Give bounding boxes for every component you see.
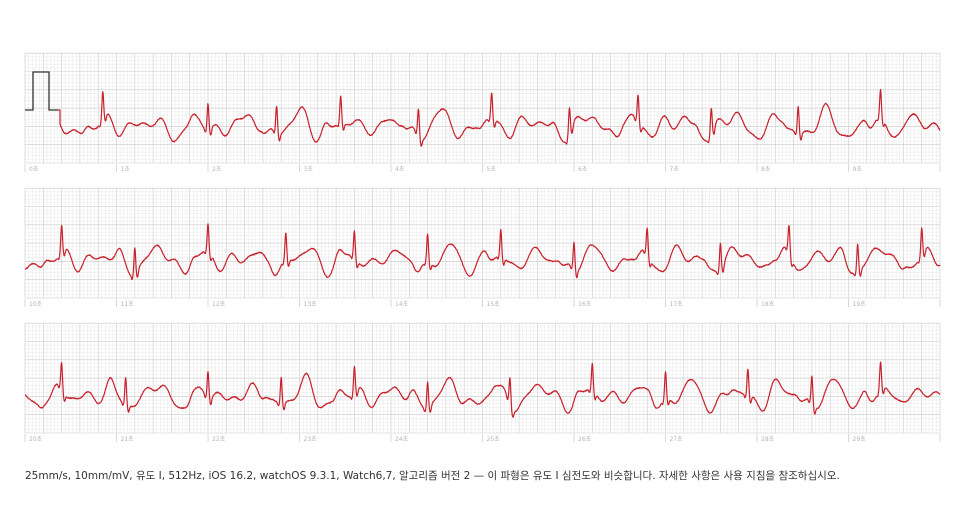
tick-label: 22초	[212, 436, 226, 443]
tick-label: 7초	[670, 166, 680, 173]
tick-label: 24초	[395, 436, 409, 443]
tick-label: 1초	[121, 166, 131, 173]
tick-label: 25초	[487, 436, 501, 443]
ecg-trace	[24, 361, 941, 418]
time-axis: 10초 11초 12초 13초 14초 15초 16초 17초 18초 19초	[24, 299, 941, 308]
calibration-pulse	[25, 71, 58, 111]
tick-label: 28초	[761, 436, 775, 443]
ecg-strip-3: 20초 21초 22초 23초 24초 25초 26초 27초 28초 29초	[24, 322, 941, 443]
tick-label: 8초	[761, 166, 771, 173]
ecg-strip-1: 0초 1초 2초 3초 4초 5초 6초 7초 8초 9초	[24, 52, 941, 173]
tick-label: 12초	[212, 301, 226, 308]
tick-label: 4초	[395, 166, 405, 173]
tick-label: 9초	[853, 166, 863, 173]
tick-label: 20초	[29, 436, 43, 443]
ecg-grid	[24, 322, 941, 434]
tick-label: 29초	[853, 436, 867, 443]
ecg-grid	[24, 187, 941, 299]
footer-note: 25mm/s, 10mm/mV, 유도 I, 512Hz, iOS 16.2, …	[25, 470, 840, 482]
tick-label: 2초	[212, 166, 222, 173]
tick-label: 26초	[578, 436, 592, 443]
ecg-trace	[58, 88, 941, 147]
tick-label: 18초	[761, 301, 775, 308]
time-axis: 0초 1초 2초 3초 4초 5초 6초 7초 8초 9초	[24, 164, 941, 173]
tick-label: 27초	[670, 436, 684, 443]
ecg-strip-2: 10초 11초 12초 13초 14초 15초 16초 17초 18초 19초	[24, 187, 941, 308]
tick-label: 19초	[853, 301, 867, 308]
tick-label: 21초	[121, 436, 135, 443]
tick-label: 14초	[395, 301, 409, 308]
tick-label: 3초	[304, 166, 314, 173]
time-axis: 20초 21초 22초 23초 24초 25초 26초 27초 28초 29초	[24, 434, 941, 443]
tick-label: 13초	[304, 301, 318, 308]
tick-label: 15초	[487, 301, 501, 308]
tick-label: 16초	[578, 301, 592, 308]
ecg-trace	[24, 223, 941, 281]
tick-label: 5초	[487, 166, 497, 173]
tick-label: 0초	[29, 166, 39, 173]
ecg-grid	[24, 52, 941, 164]
tick-label: 11초	[121, 301, 135, 308]
tick-label: 17초	[670, 301, 684, 308]
tick-label: 6초	[578, 166, 588, 173]
tick-label: 23초	[304, 436, 318, 443]
tick-label: 10초	[29, 301, 43, 308]
